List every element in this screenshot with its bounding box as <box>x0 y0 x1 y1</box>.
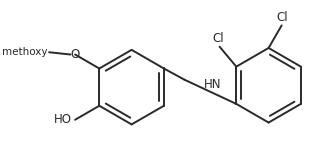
Text: O: O <box>71 48 80 61</box>
Text: HO: HO <box>54 113 72 126</box>
Text: HN: HN <box>203 78 221 91</box>
Text: Cl: Cl <box>277 11 288 24</box>
Text: methoxy: methoxy <box>2 47 47 57</box>
Text: Cl: Cl <box>213 32 224 45</box>
